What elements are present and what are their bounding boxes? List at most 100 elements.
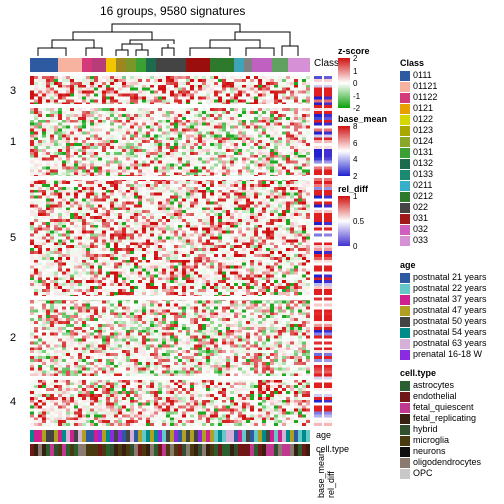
legend-item: astrocytes (400, 380, 481, 391)
legend-label: 0131 (413, 147, 433, 158)
legend-cell.type: cell.typeastrocytesendothelialfetal_quie… (400, 368, 481, 479)
legend-item: microglia (400, 435, 481, 446)
legend-swatch (400, 93, 410, 103)
legend-swatch (400, 273, 410, 283)
legend-label: postnatal 50 years (413, 316, 487, 327)
legend-swatch (400, 236, 410, 246)
col-group-seg (92, 58, 106, 72)
colorbar-tick: 1 (353, 192, 357, 201)
legend-item: 0124 (400, 136, 437, 147)
legend-swatch (400, 392, 410, 402)
legend-label: oligodendrocytes (413, 457, 481, 468)
legend-swatch (400, 339, 410, 349)
legend-item: 032 (400, 224, 437, 235)
legend-swatch (400, 469, 410, 479)
legend-Class: Class01110112101122012101220123012401310… (400, 58, 437, 246)
legend-swatch (400, 203, 410, 213)
legend-item: hybrid (400, 424, 481, 435)
legend-item: 031 (400, 213, 437, 224)
column-dendrogram (30, 18, 310, 56)
legend-label: 0212 (413, 191, 433, 202)
legend-item: 0212 (400, 191, 437, 202)
legend-swatch (400, 192, 410, 202)
row-group-label: 1 (10, 136, 16, 148)
legend-swatch (400, 447, 410, 457)
legend-item: postnatal 37 years (400, 294, 487, 305)
legend-swatch (400, 414, 410, 424)
legend-item: postnatal 47 years (400, 305, 487, 316)
colorbar-tick: 1 (353, 67, 357, 76)
legend-label: neurons (413, 446, 446, 457)
plot-title: 16 groups, 9580 signatures (100, 4, 245, 18)
legend-title: cell.type (400, 368, 481, 378)
bottom-annot-bar (30, 430, 310, 442)
legend-item: neurons (400, 446, 481, 457)
legend-label: OPC (413, 468, 433, 479)
legend-label: postnatal 21 years (413, 272, 487, 283)
legend-item: 0131 (400, 147, 437, 158)
colorbar-tick: 4 (353, 155, 357, 164)
legend-swatch (400, 159, 410, 169)
legend-title: Class (400, 58, 437, 68)
legend-label: 032 (413, 224, 428, 235)
rotated-axis-label: base_mean (316, 451, 326, 498)
legend-swatch (400, 284, 410, 294)
legend-label: hybrid (413, 424, 438, 435)
colorbar-tick: 0 (353, 242, 357, 251)
colorbar-tick: 6 (353, 139, 357, 148)
legend-label: 0121 (413, 103, 433, 114)
legend-label: fetal_replicating (413, 413, 476, 424)
legend-swatch (400, 458, 410, 468)
legend-label: prenatal 16-18 W (413, 349, 482, 360)
legend-label: 0122 (413, 114, 433, 125)
bottom-annot-bar (30, 444, 310, 456)
col-group-seg (126, 58, 136, 72)
legend-label: 01121 (413, 81, 437, 92)
legend-item: 0211 (400, 180, 437, 191)
col-group-seg (58, 58, 82, 72)
colorbar-tick: -2 (353, 104, 360, 113)
row-separator (30, 104, 310, 108)
legend-swatch (400, 115, 410, 125)
col-group-seg (252, 58, 272, 72)
colorbar-tick: -1 (353, 92, 360, 101)
legend-label: postnatal 47 years (413, 305, 487, 316)
legend-item: 022 (400, 202, 437, 213)
legend-swatch (400, 148, 410, 158)
legend-title: age (400, 260, 487, 270)
col-group-seg (146, 58, 156, 72)
legend-swatch (400, 381, 410, 391)
row-separator (30, 296, 310, 300)
row-group-label: 4 (10, 396, 16, 408)
legend-item: fetal_replicating (400, 413, 481, 424)
figure-root: 16 groups, 9580 signatures Class 31524 a… (0, 0, 504, 504)
legend-age: agepostnatal 21 yearspostnatal 22 yearsp… (400, 260, 487, 360)
legend-swatch (400, 328, 410, 338)
legend-label: 033 (413, 235, 428, 246)
col-group-seg (288, 58, 310, 72)
legend-item: postnatal 54 years (400, 327, 487, 338)
legend-item: postnatal 63 years (400, 338, 487, 349)
legend-swatch (400, 425, 410, 435)
legend-swatch (400, 403, 410, 413)
legend-swatch (400, 181, 410, 191)
col-group-seg (82, 58, 92, 72)
legend-item: postnatal 50 years (400, 316, 487, 327)
legend-label: 0132 (413, 158, 433, 169)
legend-label: 0123 (413, 125, 433, 136)
legend-label: 0133 (413, 169, 433, 180)
legend-item: postnatal 21 years (400, 272, 487, 283)
row-separator (30, 176, 310, 180)
rotated-axis-label: rel_diff (326, 471, 336, 498)
col-group-seg (136, 58, 146, 72)
legend-label: postnatal 63 years (413, 338, 487, 349)
col-group-seg (30, 58, 58, 72)
legend-item: oligodendrocytes (400, 457, 481, 468)
legend-swatch (400, 225, 410, 235)
colorbar (338, 126, 350, 176)
row-group-label: 3 (10, 85, 16, 97)
legend-item: 01122 (400, 92, 437, 103)
colorbar-tick: 2 (353, 172, 357, 181)
col-group-seg (234, 58, 244, 72)
bottom-annot-label: age (316, 430, 331, 440)
